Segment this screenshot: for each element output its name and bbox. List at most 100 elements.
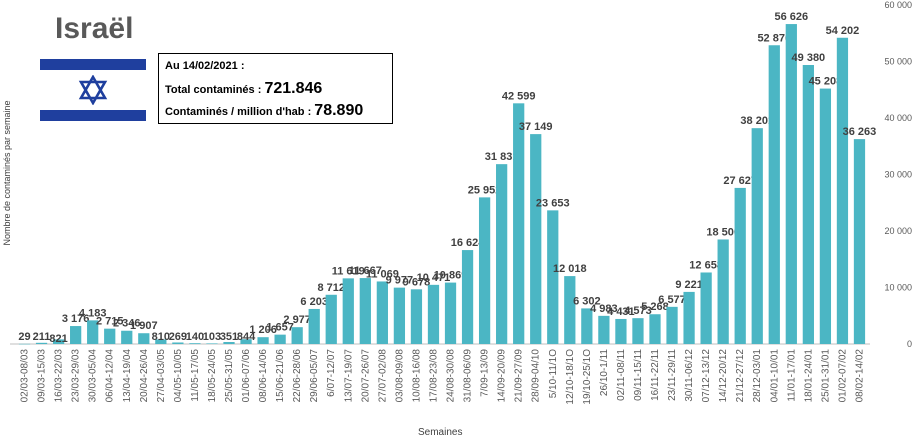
- bar: [70, 326, 82, 344]
- data-label: 25 952: [468, 184, 502, 196]
- data-label: 37 149: [519, 121, 553, 133]
- category-tick-label: 07/12-13/12: [701, 349, 712, 403]
- category-tick-label: 20/07-26/07: [360, 349, 371, 403]
- bar: [751, 128, 763, 344]
- bar: [819, 88, 832, 344]
- category-tick-label: 7/09-13/09: [480, 349, 491, 397]
- bar: [649, 314, 661, 344]
- bar: [121, 330, 133, 344]
- bar: [410, 289, 423, 344]
- category-tick-label: 08/02-14/02: [854, 349, 865, 403]
- category-tick-label: 23/11-29/11: [667, 349, 678, 401]
- bar: [734, 187, 746, 344]
- category-tick-label: 23/03-29/03: [71, 349, 82, 403]
- category-tick-label: 27/04-03/05: [156, 349, 167, 403]
- data-label: 45 208: [809, 76, 843, 88]
- bar: [87, 320, 99, 344]
- bar: [359, 278, 371, 344]
- data-label: 4 983: [590, 303, 618, 315]
- category-tick-label: 25/01-31/01: [820, 349, 831, 403]
- bar: [155, 339, 167, 344]
- category-tick-label: 18/05-24/05: [207, 349, 218, 403]
- bar: [393, 287, 406, 344]
- data-label: 3 176: [62, 313, 90, 325]
- category-tick-label: 03/08-09/08: [394, 349, 405, 403]
- data-label: 9 221: [675, 279, 703, 291]
- bar: [581, 308, 593, 344]
- data-label: 38 201: [740, 115, 774, 127]
- category-tick-label: 18/01-24/01: [803, 349, 814, 403]
- data-label: 18 500: [706, 226, 740, 238]
- bar: [632, 318, 644, 344]
- bar: [836, 37, 849, 345]
- total-row: Total contaminés : 721.846: [165, 80, 322, 98]
- data-label: 1 907: [130, 320, 158, 332]
- data-label: 27 627: [723, 175, 757, 187]
- bar: [35, 342, 48, 344]
- data-label: 2 715: [96, 316, 124, 328]
- data-label: 2 346: [113, 318, 141, 330]
- data-label: 31 831: [485, 151, 519, 163]
- y-axis-title: Nombre de contaminés par semaine: [2, 100, 12, 246]
- category-tick-label: 22/06-28/06: [292, 349, 303, 403]
- date-line: Au 14/02/2021 :: [165, 60, 245, 72]
- data-label: 269: [169, 331, 187, 343]
- x-axis-title: Semaines: [418, 427, 463, 438]
- bar: [257, 337, 269, 344]
- data-label: 11 069: [366, 268, 399, 280]
- data-label: 1 657: [266, 322, 294, 334]
- category-tick-label: 29/06-05/07: [309, 349, 320, 403]
- bar: [206, 343, 218, 344]
- category-tick-label: 06/04-12/04: [105, 349, 116, 403]
- bar: [18, 343, 31, 345]
- bar: [564, 276, 576, 344]
- category-tick-label: 01/02-07/02: [837, 349, 848, 403]
- data-label: 351: [220, 331, 238, 343]
- y-tick-label: 60 000: [884, 0, 912, 10]
- per-million-row: Contaminés / million d'hab : 78.890: [165, 102, 363, 120]
- category-tick-label: 30/11-06/12: [684, 349, 695, 402]
- bar: [615, 318, 627, 344]
- data-label: 4 431: [607, 306, 635, 318]
- category-tick-label: 02/03-08/03: [20, 349, 31, 403]
- bar: [666, 306, 678, 344]
- summary-box: Au 14/02/2021 : Total contaminés : 721.8…: [158, 53, 393, 124]
- y-tick-label: 30 000: [884, 170, 912, 180]
- category-tick-label: 25/05-31/05: [224, 349, 235, 403]
- data-label: 52 876: [757, 32, 791, 44]
- data-label: 54 202: [826, 25, 860, 37]
- per-million-label: Contaminés / million d'hab :: [165, 106, 312, 118]
- category-tick-label: 16/03-22/03: [54, 349, 65, 403]
- bar: [496, 164, 508, 344]
- bar: [240, 339, 252, 344]
- category-tick-label: 09/03-15/03: [37, 349, 48, 403]
- category-tick-label: 21/09-27/09: [514, 349, 525, 403]
- category-tick-label: 10/08-16/08: [411, 349, 422, 403]
- data-label: 56 626: [774, 11, 808, 23]
- total-value: 721.846: [264, 80, 323, 97]
- data-label: 6 302: [573, 295, 601, 307]
- data-label: 2 977: [283, 314, 311, 326]
- data-label: 10 471: [417, 272, 451, 284]
- data-label: 4 573: [624, 305, 652, 317]
- category-tick-label: 27/07-02/08: [377, 349, 388, 403]
- bar: [52, 339, 65, 344]
- category-tick-label: 08/06-14/06: [258, 349, 269, 403]
- data-label: 6 203: [300, 296, 328, 308]
- y-tick-label: 20 000: [884, 226, 912, 236]
- category-tick-label: 09/11-15/11: [633, 349, 644, 401]
- bar: [478, 197, 491, 344]
- category-tick-label: 12/10-18/1O: [565, 349, 576, 405]
- data-label: 12 018: [553, 263, 587, 275]
- bar: [376, 281, 388, 344]
- data-label: 140: [186, 331, 204, 343]
- category-tick-label: 02/11-08/11: [616, 349, 627, 401]
- category-tick-label: 30/03-05/04: [88, 349, 99, 403]
- data-label: 42 599: [502, 90, 536, 102]
- category-tick-label: 04/05-10/05: [173, 349, 184, 403]
- data-label: 12 658: [689, 259, 723, 271]
- category-tick-label: 13/07-19/07: [343, 349, 354, 403]
- bar: [104, 328, 116, 344]
- y-tick-label: 0: [907, 339, 912, 349]
